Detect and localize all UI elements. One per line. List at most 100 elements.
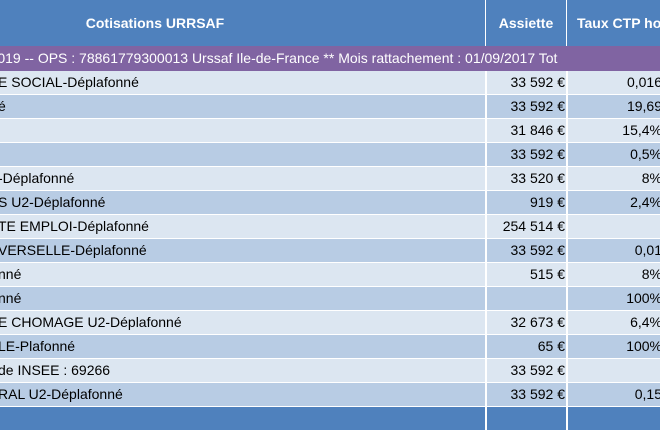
taux-cell[interactable]: 8%	[568, 263, 660, 286]
taux-value: 19,69	[626, 98, 660, 114]
column-divider	[485, 335, 487, 358]
cotisation-label-cell[interactable]: RAL U2-Déplafonné	[0, 383, 485, 406]
column-divider	[485, 71, 487, 94]
table-row[interactable]: VERSELLE-Déplafonné 33 592 € 0,01	[0, 239, 660, 263]
table-footer-row	[0, 407, 660, 430]
assiette-cell[interactable]: 32 673 €	[510, 314, 566, 330]
taux-cell[interactable]: 15,4%	[568, 119, 660, 142]
taux-value: 8%	[641, 170, 660, 186]
taux-value: 8%	[641, 266, 660, 282]
taux-value: 100%	[626, 290, 660, 306]
cotisation-label-cell[interactable]: TE EMPLOI-Déplafonné	[0, 215, 485, 238]
header-divider	[485, 0, 486, 46]
cotisation-label-cell[interactable]: LE-Plafonné	[0, 335, 485, 358]
taux-cell[interactable]: 100%	[568, 287, 660, 310]
column-divider	[566, 191, 568, 214]
cotisation-label-cell[interactable]: de INSEE : 69266	[0, 359, 485, 382]
table-row[interactable]: LE-Plafonné 65 € 100%	[0, 335, 660, 359]
assiette-cell[interactable]: 33 592 €	[510, 98, 566, 114]
cotisation-label-cell[interactable]: S U2-Déplafonné	[0, 191, 485, 214]
taux-cell[interactable]	[568, 359, 660, 382]
cotisation-label-cell[interactable]	[0, 143, 485, 166]
column-divider	[485, 95, 487, 118]
assiette-cell[interactable]	[487, 287, 565, 310]
taux-cell[interactable]: 2,4%	[568, 191, 660, 214]
header-assiette[interactable]: Assiette	[498, 15, 554, 31]
taux-value: 6,4%	[630, 314, 660, 330]
group-band-row[interactable]: 700019 -- OPS : 78861779300013 Urssaf Il…	[0, 46, 660, 71]
assiette-cell[interactable]: 31 846 €	[510, 122, 566, 138]
assiette-cell[interactable]: 33 592 €	[510, 74, 566, 90]
assiette-cell[interactable]: 33 520 €	[510, 170, 566, 186]
taux-cell[interactable]: 0,15	[568, 383, 660, 406]
table-row[interactable]: E CHOMAGE U2-Déplafonné 32 673 € 6,4%	[0, 311, 660, 335]
header-divider	[566, 0, 567, 46]
column-divider	[485, 239, 487, 262]
table-row[interactable]: 33 592 € 0,5%	[0, 143, 660, 167]
column-divider	[566, 287, 568, 310]
table-body: E SOCIAL-Déplafonné 33 592 € 0,016 é 33 592 …	[0, 71, 660, 407]
cotisation-label-cell[interactable]: VERSELLE-Déplafonné	[0, 239, 485, 262]
column-divider	[566, 263, 568, 286]
table-row[interactable]: TE EMPLOI-Déplafonné 254 514 €	[0, 215, 660, 239]
assiette-cell[interactable]: 33 592 €	[510, 242, 566, 258]
assiette-cell[interactable]: 919 €	[529, 194, 565, 210]
assiette-cell[interactable]: 515 €	[529, 266, 565, 282]
taux-cell[interactable]	[568, 215, 660, 238]
table-row[interactable]: de INSEE : 69266 33 592 €	[0, 359, 660, 383]
cotisation-label-cell[interactable]: E CHOMAGE U2-Déplafonné	[0, 311, 485, 334]
taux-value: 100%	[626, 338, 660, 354]
table-row[interactable]: nné 100%	[0, 287, 660, 311]
cotisation-label: VERSELLE-Déplafonné	[0, 242, 147, 258]
column-divider	[485, 311, 487, 334]
cotisation-label-cell[interactable]: é	[0, 95, 485, 118]
header-taux[interactable]: Taux CTP ho	[577, 15, 660, 31]
taux-cell[interactable]: 0,01	[568, 239, 660, 262]
cotisation-label-cell[interactable]: -Déplafonné	[0, 167, 485, 190]
cotisation-label: nné	[0, 290, 22, 306]
taux-cell[interactable]: 6,4%	[568, 311, 660, 334]
column-divider	[485, 359, 487, 382]
assiette-cell[interactable]: 33 592 €	[510, 386, 566, 402]
table-row[interactable]: 31 846 € 15,4%	[0, 119, 660, 143]
column-divider	[566, 215, 568, 238]
table-row[interactable]: nné 515 € 8%	[0, 263, 660, 287]
cotisation-label: E CHOMAGE U2-Déplafonné	[0, 314, 182, 330]
cotisation-label: de INSEE : 69266	[0, 362, 111, 378]
table-row[interactable]: RAL U2-Déplafonné 33 592 € 0,15	[0, 383, 660, 407]
column-divider	[566, 239, 568, 262]
group-band-text: 700019 -- OPS : 78861779300013 Urssaf Il…	[0, 50, 558, 66]
column-divider	[566, 71, 568, 94]
table-row[interactable]: -Déplafonné 33 520 € 8%	[0, 167, 660, 191]
taux-cell[interactable]: 0,5%	[568, 143, 660, 166]
assiette-cell[interactable]: 254 514 €	[502, 218, 565, 234]
taux-value: 0,016	[626, 74, 660, 90]
cotisation-label-cell[interactable]: nné	[0, 263, 485, 286]
assiette-cell[interactable]: 33 592 €	[510, 362, 566, 378]
cotisation-label: -Déplafonné	[0, 170, 75, 186]
taux-value: 0,01	[634, 242, 660, 258]
column-divider	[485, 215, 487, 238]
table-header: Cotisations URRSAF Assiette Taux CTP ho	[0, 0, 660, 46]
cotisation-label: nné	[0, 266, 22, 282]
taux-cell[interactable]: 19,69	[568, 95, 660, 118]
header-cotisations[interactable]: Cotisations URRSAF	[85, 15, 225, 31]
column-divider	[485, 191, 487, 214]
taux-cell[interactable]: 100%	[568, 335, 660, 358]
assiette-cell[interactable]: 65 €	[537, 338, 565, 354]
table-row[interactable]: é 33 592 € 19,69	[0, 95, 660, 119]
column-divider	[485, 263, 487, 286]
cotisation-label: é	[0, 98, 6, 114]
assiette-cell[interactable]: 33 592 €	[510, 146, 566, 162]
column-divider	[566, 383, 568, 406]
cotisation-label-cell[interactable]: nné	[0, 287, 485, 310]
table-row[interactable]: S U2-Déplafonné 919 € 2,4%	[0, 191, 660, 215]
column-divider	[485, 167, 487, 190]
table-row[interactable]: E SOCIAL-Déplafonné 33 592 € 0,016	[0, 71, 660, 95]
column-divider	[566, 359, 568, 382]
cotisation-label-cell[interactable]	[0, 119, 485, 142]
taux-cell[interactable]: 8%	[568, 167, 660, 190]
taux-cell[interactable]: 0,016	[568, 71, 660, 94]
cotisation-label-cell[interactable]: E SOCIAL-Déplafonné	[0, 71, 485, 94]
